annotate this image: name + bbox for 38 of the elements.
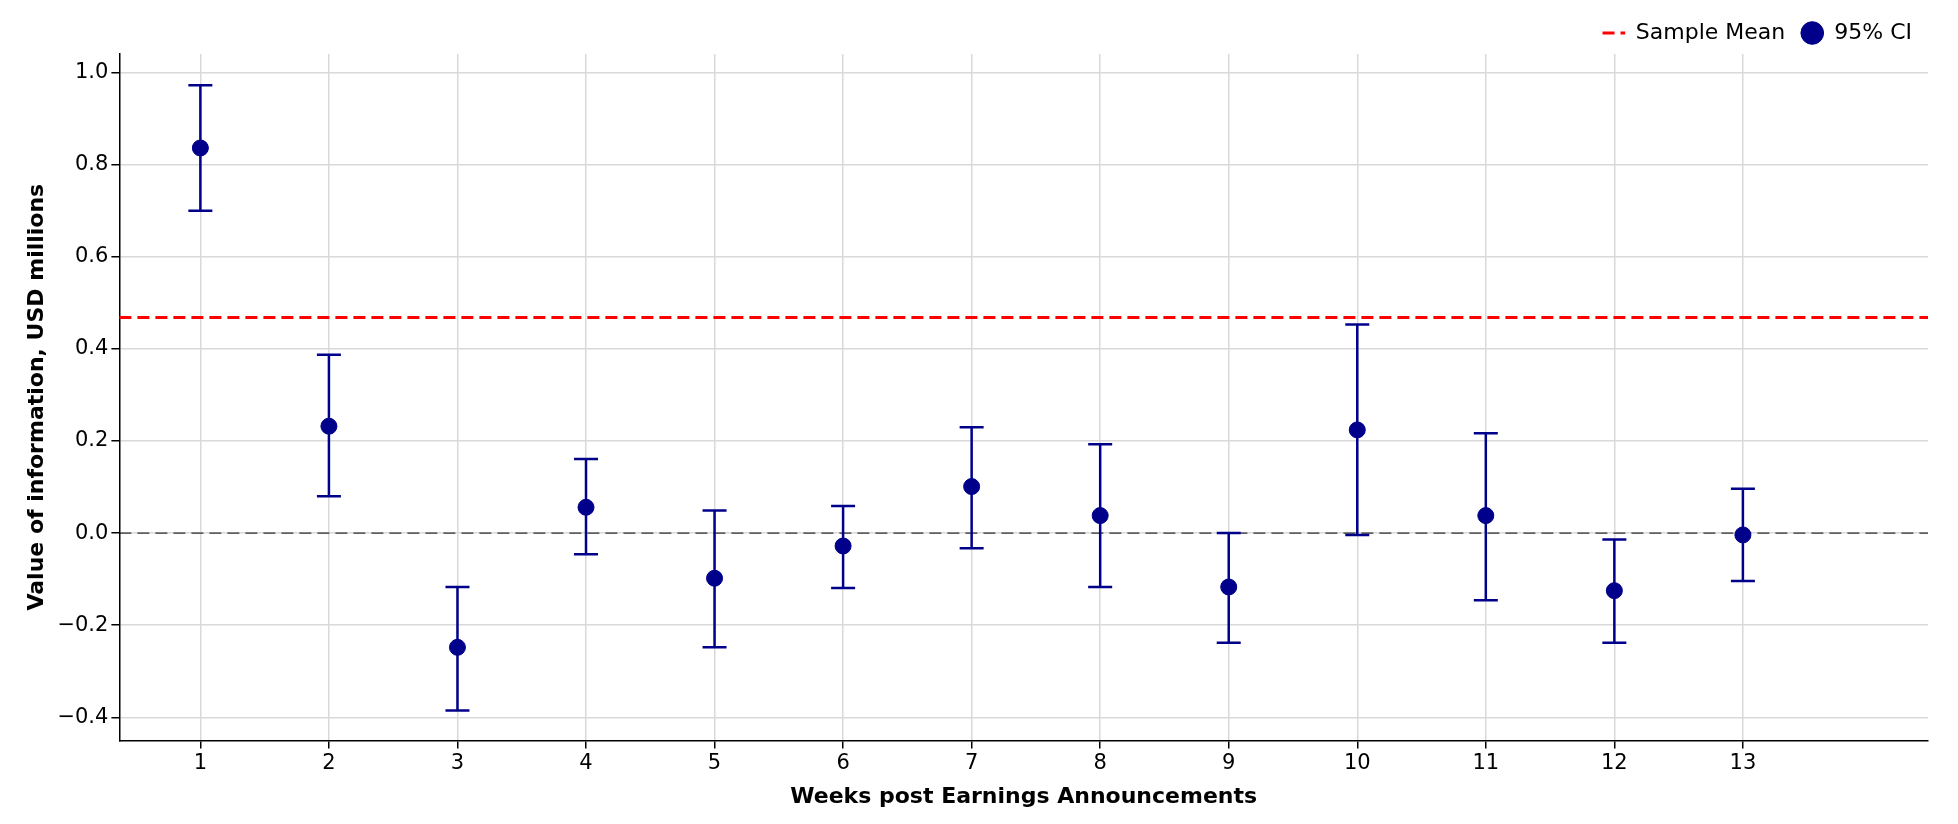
y-tick-label: 0.6 <box>74 243 109 268</box>
x-tick-label: 12 <box>1600 750 1628 775</box>
point <box>834 537 852 555</box>
point <box>963 478 981 496</box>
y-tick-label: 0.8 <box>74 151 109 176</box>
point <box>577 498 595 516</box>
y-axis-title: Value of information, USD millions <box>22 183 48 611</box>
x-tick-label: 1 <box>193 750 208 775</box>
x-tick-label: 7 <box>964 750 979 775</box>
point <box>706 569 724 587</box>
point <box>1091 507 1109 525</box>
y-tick-label: 0.4 <box>74 335 109 360</box>
y-tick-label: −0.4 <box>57 703 109 728</box>
x-tick-label: 5 <box>707 750 722 775</box>
x-tick-label: 10 <box>1343 750 1371 775</box>
point <box>1605 582 1623 600</box>
x-tick-label: 9 <box>1222 750 1236 775</box>
y-tick-label: −0.2 <box>57 611 109 636</box>
x-tick-label: 13 <box>1729 750 1757 775</box>
point <box>1477 507 1495 525</box>
x-tick-label: 6 <box>836 750 850 775</box>
x-tick-label: 11 <box>1472 750 1500 775</box>
legend-label: Sample Mean <box>1635 18 1786 44</box>
y-tick-label: 1.0 <box>74 58 109 83</box>
x-tick-label: 4 <box>579 750 593 775</box>
x-tick-label: 3 <box>450 750 465 775</box>
legend-label: 95% CI <box>1834 18 1913 44</box>
point <box>191 139 209 157</box>
x-axis-title: Weeks post Earnings Announcements <box>790 782 1258 808</box>
point <box>1348 421 1366 439</box>
y-tick-label: 0.2 <box>74 427 109 452</box>
point <box>1220 578 1238 596</box>
point <box>320 417 338 435</box>
point <box>1734 526 1752 544</box>
x-tick-label: 2 <box>322 750 336 775</box>
x-tick-label: 8 <box>1093 750 1107 775</box>
point <box>448 638 466 656</box>
y-tick-label: 0.0 <box>74 519 109 544</box>
